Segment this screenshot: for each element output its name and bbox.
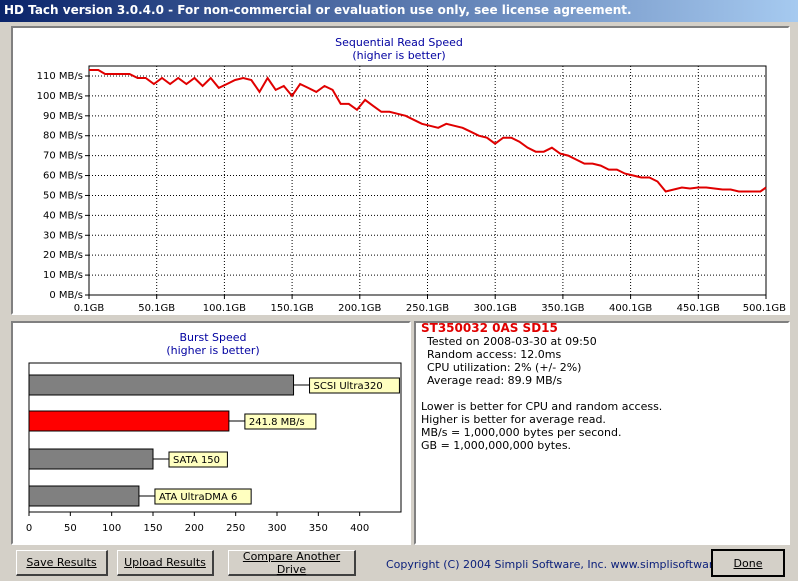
read-xtick-label: 450.1GB [677, 303, 720, 313]
burst-chart-title-line1: Burst Speed [179, 331, 247, 344]
done-button[interactable]: Done [711, 549, 785, 577]
read-xtick-label: 400.1GB [609, 303, 652, 313]
window-title: HD Tach version 3.0.4.0 - For non-commer… [4, 3, 632, 17]
burst-bar [28, 485, 140, 507]
read-chart-panel: Sequential Read Speed (higher is better)… [11, 26, 790, 315]
note-mbs: MB/s = 1,000,000 bytes per second. [421, 426, 622, 439]
copyright-text: Copyright (C) 2004 Simpli Software, Inc.… [386, 558, 747, 571]
read-ytick-label: 60 MB/s [43, 171, 83, 182]
read-ytick-label: 50 MB/s [43, 190, 83, 201]
read-xtick-label: 500.1GB [743, 303, 786, 313]
results-panel [414, 321, 790, 545]
read-ytick-label: 10 MB/s [43, 270, 83, 281]
read-xtick-label: 100.1GB [203, 303, 246, 313]
burst-xtick-label: 400 [350, 523, 369, 534]
burst-xtick-label: 250 [226, 523, 245, 534]
burst-bar-label: 241.8 MB/s [249, 417, 305, 428]
burst-xtick-label: 100 [102, 523, 121, 534]
burst-xtick-label: 300 [267, 523, 286, 534]
read-xtick-label: 150.1GB [270, 303, 313, 313]
cpu-utilization: CPU utilization: 2% (+/- 2%) [427, 361, 582, 374]
read-ytick-label: 110 MB/s [37, 71, 83, 82]
upload-results-label: Upload Results [124, 556, 206, 569]
save-results-label: Save Results [26, 556, 97, 569]
burst-xtick-label: 350 [309, 523, 328, 534]
read-chart-title-line2: (higher is better) [352, 49, 446, 62]
burst-label-box [154, 488, 252, 505]
burst-label-box [244, 413, 317, 430]
burst-bar-label: ATA UltraDMA 6 [159, 492, 237, 503]
burst-xtick-label: 200 [185, 523, 204, 534]
burst-bar [28, 448, 154, 470]
read-ytick-label: 70 MB/s [43, 151, 83, 162]
compare-drive-label: Compare Another Drive [242, 549, 341, 576]
read-ytick-label: 20 MB/s [43, 250, 83, 261]
results-info: ST350032 0AS SD15 Tested on 2008-03-30 a… [419, 321, 789, 453]
read-ytick-label: 0 MB/s [49, 290, 83, 301]
note-avg-read: Higher is better for average read. [421, 413, 606, 426]
read-ytick-label: 80 MB/s [43, 131, 83, 142]
burst-bar-label: SCSI Ultra320 [314, 381, 383, 392]
random-access: Random access: 12.0ms [427, 348, 562, 361]
upload-results-button[interactable]: Upload Results [117, 550, 214, 576]
title-bar[interactable]: HD Tach version 3.0.4.0 - For non-commer… [0, 0, 798, 22]
burst-chart: 0 50 100 150 200 250 300 350 400 SCSI Ultra320 241… [26, 362, 402, 534]
burst-xtick-label: 50 [64, 523, 77, 534]
burst-chart-panel: Burst Speed (higher is better) 0 50 100 150… [11, 321, 411, 545]
read-xtick-label: 350.1GB [541, 303, 584, 313]
tested-on: Tested on 2008-03-30 at 09:50 [427, 335, 597, 348]
read-xtick-label: 200.1GB [338, 303, 381, 313]
burst-bar-label: SATA 150 [173, 455, 220, 466]
burst-label-box [309, 377, 400, 394]
read-xtick-label: 300.1GB [474, 303, 517, 313]
save-results-button[interactable]: Save Results [16, 550, 108, 576]
read-speed-line [89, 69, 767, 193]
read-ytick-label: 100 MB/s [37, 91, 83, 102]
read-xtick-label: 50.1GB [138, 303, 175, 313]
read-xtick-label: 250.1GB [406, 303, 449, 313]
burst-bar [28, 374, 295, 396]
read-ytick-label: 30 MB/s [43, 230, 83, 241]
note-gb: GB = 1,000,000,000 bytes. [421, 439, 572, 452]
read-chart-title-line1: Sequential Read Speed [335, 36, 463, 49]
read-chart-title: Sequential Read Speed (higher is better) [313, 36, 485, 62]
average-read: Average read: 89.9 MB/s [427, 374, 563, 387]
burst-chart-title-line2: (higher is better) [166, 344, 260, 357]
burst-chart-title: Burst Speed (higher is better) [143, 331, 283, 357]
read-ytick-label: 40 MB/s [43, 210, 83, 221]
burst-xtick-label: 150 [143, 523, 162, 534]
drive-name: ST350032 0AS SD15 [421, 321, 558, 335]
burst-label-box [168, 451, 228, 468]
read-ytick-label: 90 MB/s [43, 111, 83, 122]
read-chart: 0 MB/s 10 MB/s 20 MB/s 30 MB/s 40 MB/s 50 MB/… [37, 65, 786, 313]
note-cpu: Lower is better for CPU and random acces… [421, 400, 663, 413]
read-xtick-label: 0.1GB [74, 303, 105, 313]
burst-bar [28, 410, 230, 432]
burst-xtick-label: 0 [26, 523, 32, 534]
compare-drive-button[interactable]: Compare Another Drive [228, 550, 356, 576]
done-label: Done [733, 556, 763, 570]
